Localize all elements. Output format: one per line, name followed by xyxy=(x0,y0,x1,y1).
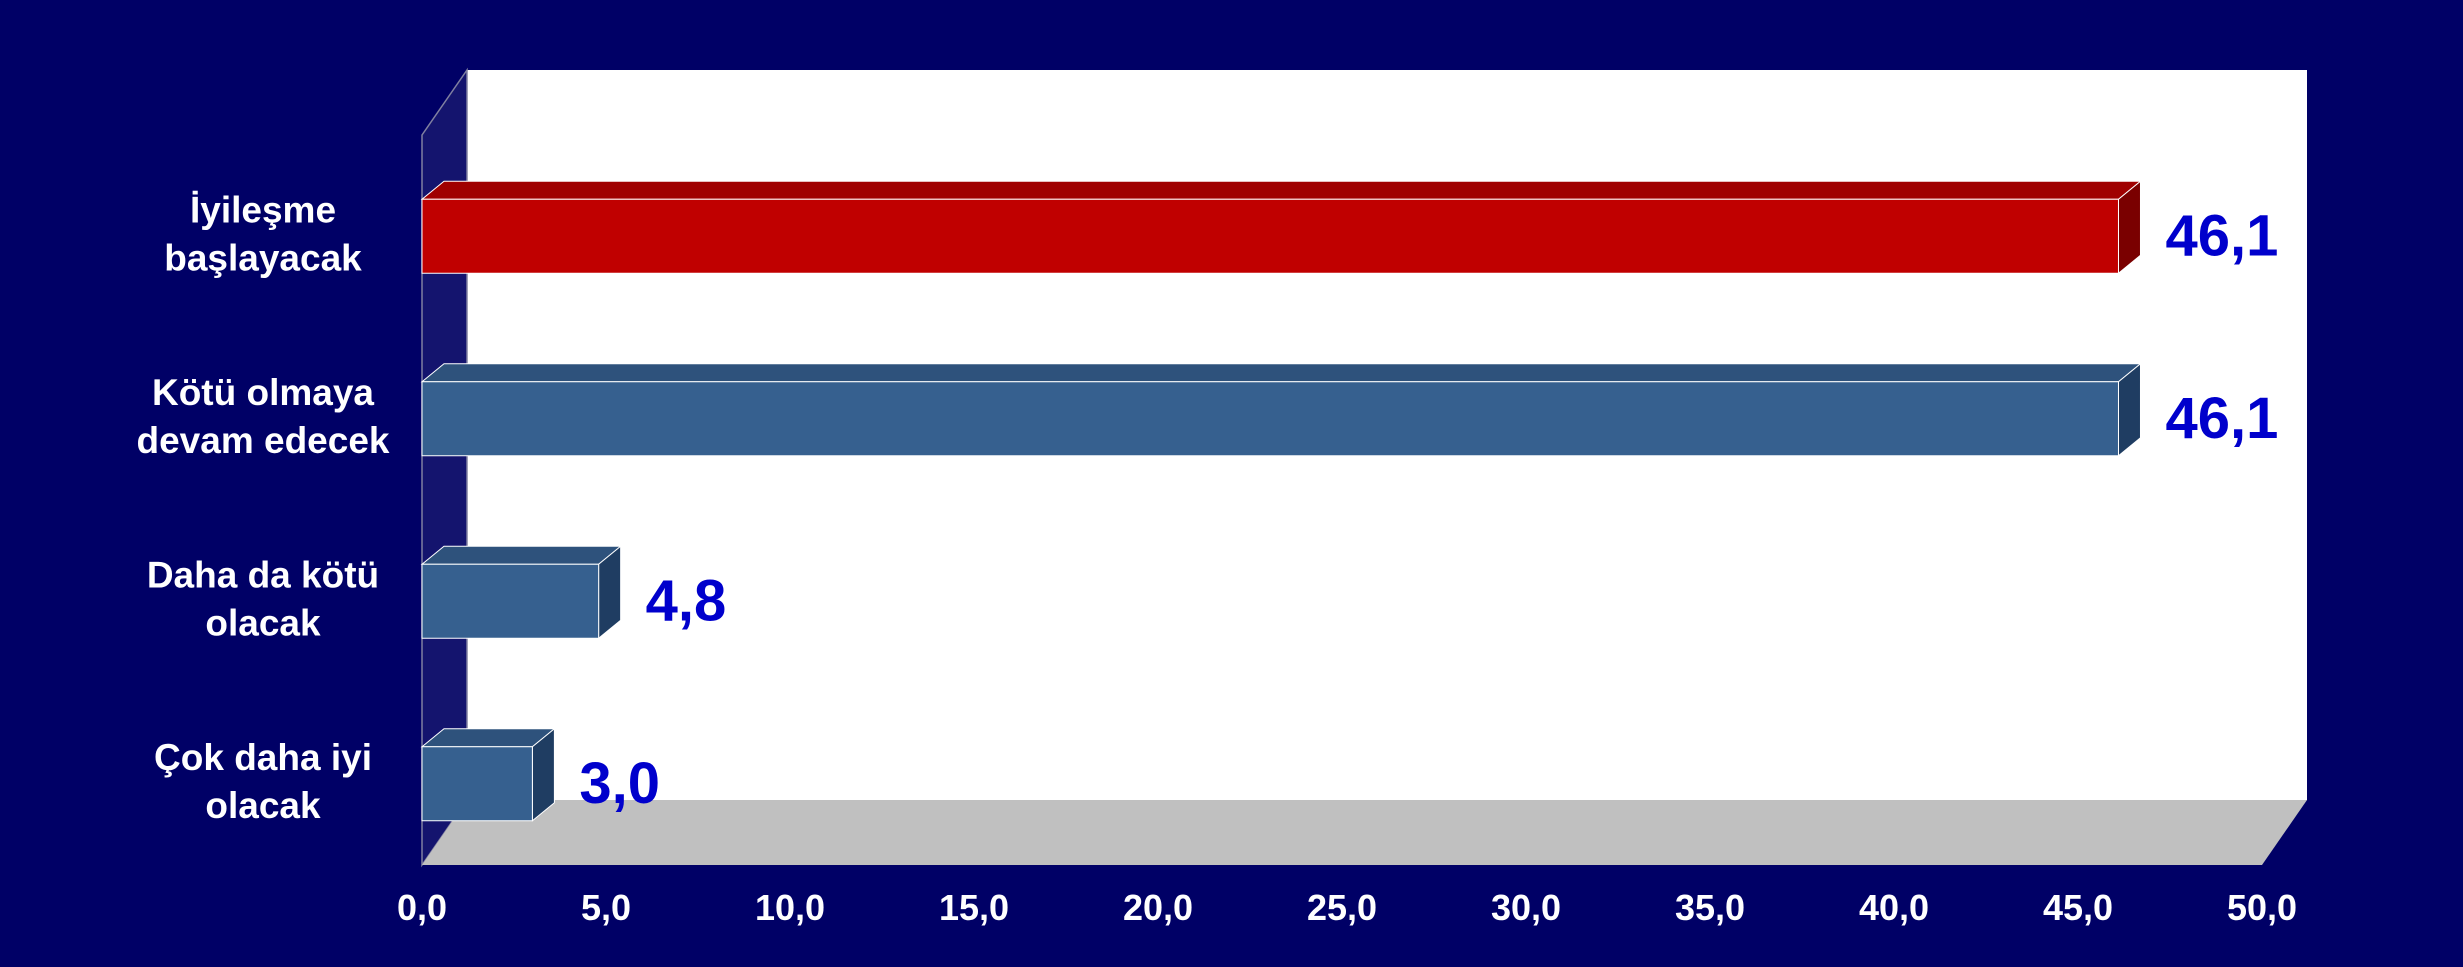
floor xyxy=(422,800,2307,865)
bar-1 xyxy=(420,180,2142,275)
category-label: Daha da kötü olacak xyxy=(147,554,379,643)
bar-top-face xyxy=(420,728,556,748)
category-label-line: olacak xyxy=(205,602,321,643)
bar-3 xyxy=(420,545,623,640)
bar-front-face xyxy=(421,198,2119,274)
bar-top-face xyxy=(420,545,623,565)
category-label-line: Daha da kötü xyxy=(147,554,379,595)
x-tick-label: 45,0 xyxy=(2043,887,2113,928)
bar-front-face xyxy=(421,746,533,822)
x-tick-label: 20,0 xyxy=(1123,887,1193,928)
category-label-line: başlayacak xyxy=(164,237,362,278)
category-label: Çok daha iyi olacak xyxy=(154,737,372,826)
bar-value-label: 46,1 xyxy=(2165,386,2278,451)
bar-4 xyxy=(420,727,556,822)
x-tick-label: 50,0 xyxy=(2227,887,2297,928)
x-tick-label: 15,0 xyxy=(939,887,1009,928)
x-tick-label: 30,0 xyxy=(1491,887,1561,928)
category-label: İyileşme başlayacak xyxy=(164,189,362,278)
x-tick-label: 35,0 xyxy=(1675,887,1745,928)
category-label-line: İyileşme xyxy=(190,189,336,230)
bar-top-face xyxy=(420,363,2142,383)
x-tick-label: 40,0 xyxy=(1859,887,1929,928)
bar-value-label: 46,1 xyxy=(2165,204,2278,269)
x-tick-label: 0,0 xyxy=(397,887,447,928)
x-tick-label: 10,0 xyxy=(755,887,825,928)
bar-2 xyxy=(420,362,2142,457)
bar-front-face xyxy=(421,381,2119,457)
category-label: Kötü olmaya devam edecek xyxy=(136,372,389,461)
category-label-line: olacak xyxy=(205,785,321,826)
bar-value-label: 4,8 xyxy=(646,569,727,634)
bar-front-face xyxy=(421,563,600,639)
category-label-line: devam edecek xyxy=(136,420,389,461)
x-tick-label: 25,0 xyxy=(1307,887,1377,928)
category-label-line: Çok daha iyi xyxy=(154,737,372,778)
category-label-line: Kötü olmaya xyxy=(152,372,374,413)
x-tick-label: 5,0 xyxy=(581,887,631,928)
bar-top-face xyxy=(420,180,2142,200)
bar-value-label: 3,0 xyxy=(579,751,660,816)
